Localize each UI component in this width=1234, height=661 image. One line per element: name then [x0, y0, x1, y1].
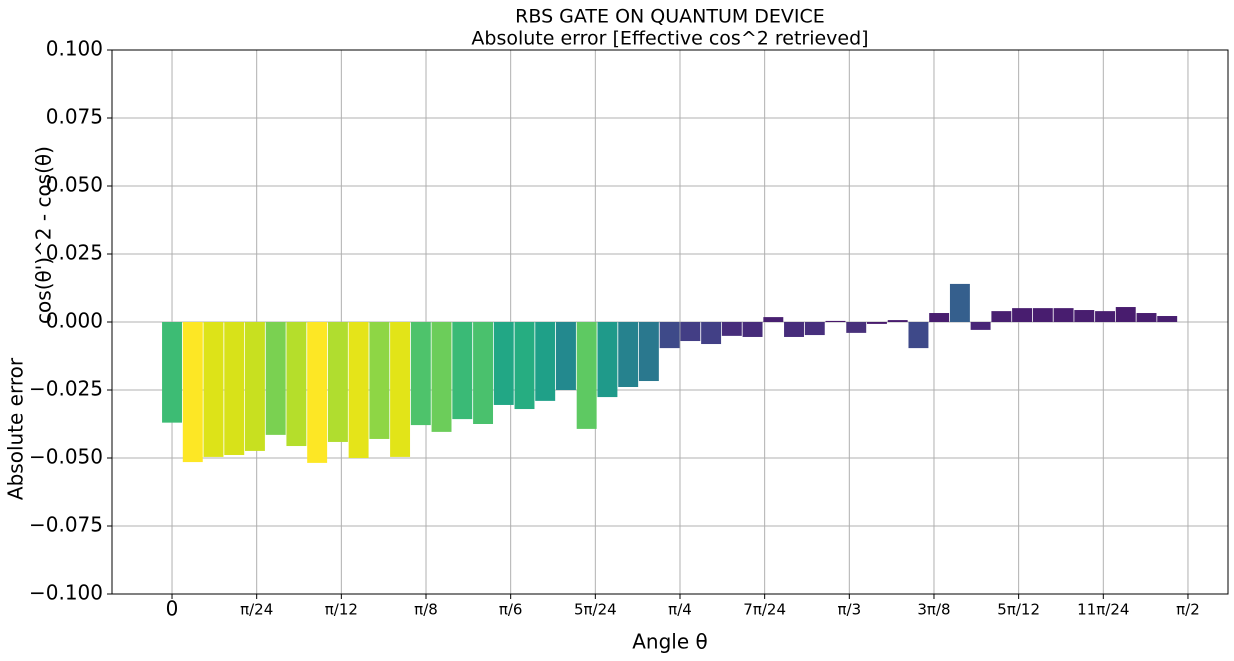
x-tick-label: 0: [166, 597, 179, 621]
bar: [576, 322, 597, 429]
bar: [638, 322, 659, 382]
bar: [908, 322, 929, 349]
y-tick-label: −0.075: [29, 513, 103, 537]
x-tick-label: π/6: [499, 601, 523, 619]
bar: [203, 322, 224, 457]
bar: [431, 322, 452, 432]
bar: [846, 322, 867, 333]
bar: [618, 322, 639, 388]
chart-subtitle: Absolute error [Effective cos^2 retrieve…: [471, 28, 868, 50]
y-tick-label: 0.025: [46, 241, 103, 265]
x-tick-label: 3π/8: [917, 601, 950, 619]
bar: [224, 322, 245, 456]
bar: [182, 322, 203, 463]
x-tick-label: π/24: [240, 601, 273, 619]
y-axis-label: Absolute error: [4, 357, 28, 500]
x-tick-label: π/12: [325, 601, 358, 619]
bar: [286, 322, 307, 447]
plot-frame: [111, 49, 1229, 595]
bar: [1136, 313, 1157, 322]
bar: [369, 322, 390, 439]
bar: [348, 322, 369, 458]
bar: [390, 322, 411, 457]
bar: [597, 322, 618, 398]
bar: [1053, 308, 1074, 322]
bar: [680, 322, 701, 342]
bar: [929, 313, 950, 322]
bar: [784, 322, 804, 337]
x-tick-label: 7π/24: [743, 601, 786, 619]
bar: [701, 322, 722, 345]
bar: [556, 322, 576, 390]
bar: [804, 322, 825, 336]
x-tick-label: 11π/24: [1077, 601, 1129, 619]
x-tick-label: π/2: [1176, 601, 1200, 619]
y-tick-label: −0.050: [29, 445, 103, 469]
bar: [721, 322, 742, 336]
bar: [949, 283, 970, 322]
bar: [970, 322, 991, 330]
bar: [825, 320, 846, 322]
bar: [1095, 311, 1116, 322]
bar: [866, 322, 887, 324]
bar: [244, 322, 265, 451]
x-tick-label: π/8: [414, 601, 438, 619]
x-tick-label: π/3: [837, 601, 861, 619]
bar: [307, 322, 328, 463]
y-axis-label: cos(θ')^2 - cos(θ): [32, 146, 56, 324]
bar: [410, 322, 431, 426]
y-tick-label: 0.000: [46, 309, 103, 333]
bar: [763, 317, 784, 322]
bar: [473, 322, 494, 424]
bar: [162, 322, 182, 423]
bar: [659, 322, 680, 349]
y-tick-label: −0.025: [29, 377, 103, 401]
chart-title: RBS GATE ON QUANTUM DEVICE: [515, 6, 825, 28]
bar: [514, 322, 535, 410]
bar: [493, 322, 514, 405]
x-axis-label: Angle θ: [632, 630, 708, 654]
bar: [1032, 308, 1053, 322]
y-tick-label: 0.075: [46, 105, 103, 129]
bar: [887, 320, 908, 322]
y-tick-label: −0.100: [29, 581, 103, 605]
x-tick-label: 5π/24: [574, 601, 617, 619]
bar: [1074, 310, 1095, 322]
bar: [742, 322, 763, 337]
x-tick-label: 5π/12: [997, 601, 1040, 619]
bar: [1115, 307, 1136, 322]
bar: [991, 311, 1012, 322]
y-tick-label: 0.100: [46, 37, 103, 61]
bar: [265, 322, 286, 435]
bar: [452, 322, 473, 420]
bar: [1012, 308, 1033, 322]
y-tick-label: 0.050: [46, 173, 103, 197]
x-tick-label: π/4: [668, 601, 692, 619]
bar: [535, 322, 556, 401]
bar: [1157, 316, 1178, 322]
bar: [327, 322, 348, 442]
